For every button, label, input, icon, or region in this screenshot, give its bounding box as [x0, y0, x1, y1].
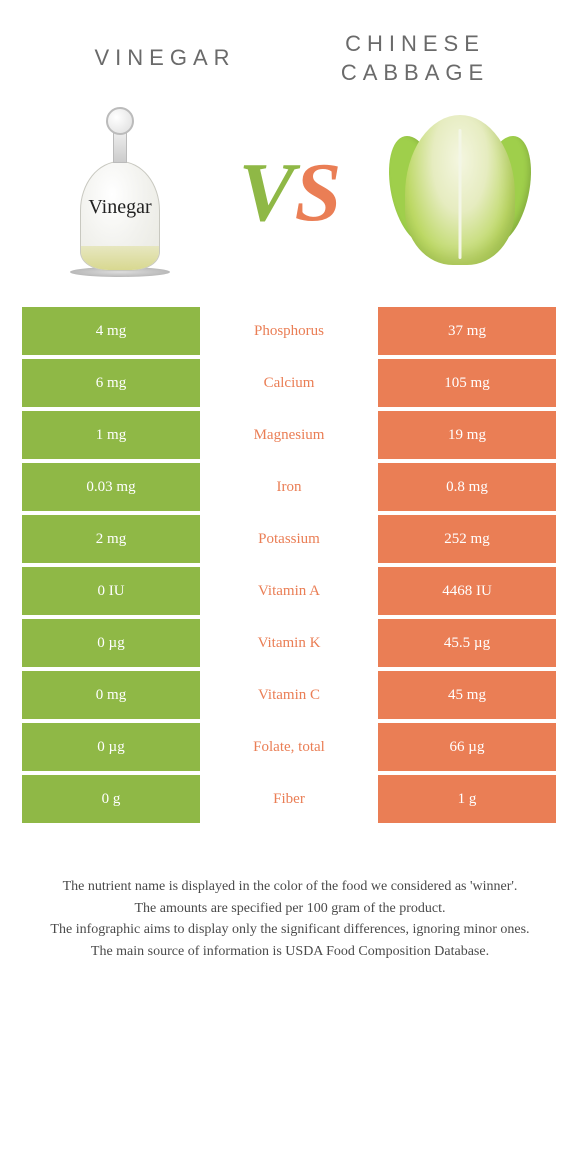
vs-v: V: [239, 144, 295, 241]
nutrient-name: Calcium: [200, 359, 378, 407]
table-row: 1 mgMagnesium19 mg: [22, 411, 558, 459]
table-row: 0.03 mgIron0.8 mg: [22, 463, 558, 511]
left-value: 2 mg: [22, 515, 200, 563]
nutrient-name: Vitamin A: [200, 567, 378, 615]
right-value: 19 mg: [378, 411, 556, 459]
nutrient-name: Vitamin C: [200, 671, 378, 719]
cabbage-image: [380, 97, 540, 287]
nutrient-name: Potassium: [200, 515, 378, 563]
nutrient-name: Iron: [200, 463, 378, 511]
table-row: 0 mgVitamin C45 mg: [22, 671, 558, 719]
left-value: 6 mg: [22, 359, 200, 407]
left-value: 4 mg: [22, 307, 200, 355]
bottle-label: Vinegar: [88, 196, 151, 219]
cabbage-icon: [395, 107, 525, 277]
right-value: 252 mg: [378, 515, 556, 563]
left-value: 0.03 mg: [22, 463, 200, 511]
vs-label: VS: [239, 144, 342, 241]
right-value: 4468 IU: [378, 567, 556, 615]
table-row: 0 µgVitamin K45.5 µg: [22, 619, 558, 667]
right-value: 1 g: [378, 775, 556, 823]
left-title: Vinegar: [40, 44, 290, 73]
table-row: 0 µgFolate, total66 µg: [22, 723, 558, 771]
nutrient-name: Phosphorus: [200, 307, 378, 355]
note-line: The infographic aims to display only the…: [30, 920, 550, 940]
note-line: The main source of information is USDA F…: [30, 942, 550, 962]
right-value: 37 mg: [378, 307, 556, 355]
table-row: 4 mgPhosphorus37 mg: [22, 307, 558, 355]
right-value: 0.8 mg: [378, 463, 556, 511]
left-value: 0 µg: [22, 723, 200, 771]
notes: The nutrient name is displayed in the co…: [0, 847, 580, 961]
comparison-table: 4 mgPhosphorus37 mg6 mgCalcium105 mg1 mg…: [0, 307, 580, 847]
images-row: Vinegar VS: [0, 97, 580, 307]
note-line: The amounts are specified per 100 gram o…: [30, 899, 550, 919]
left-value: 0 mg: [22, 671, 200, 719]
right-value: 105 mg: [378, 359, 556, 407]
nutrient-name: Magnesium: [200, 411, 378, 459]
bottle-icon: Vinegar: [75, 107, 165, 277]
right-value: 45.5 µg: [378, 619, 556, 667]
table-row: 0 IUVitamin A4468 IU: [22, 567, 558, 615]
right-value: 66 µg: [378, 723, 556, 771]
left-value: 1 mg: [22, 411, 200, 459]
left-value: 0 g: [22, 775, 200, 823]
note-line: The nutrient name is displayed in the co…: [30, 877, 550, 897]
nutrient-name: Vitamin K: [200, 619, 378, 667]
vinegar-image: Vinegar: [40, 97, 200, 287]
left-value: 0 µg: [22, 619, 200, 667]
vs-s: S: [295, 144, 342, 241]
table-row: 2 mgPotassium252 mg: [22, 515, 558, 563]
right-title: Chinese cabbage: [290, 30, 540, 87]
right-value: 45 mg: [378, 671, 556, 719]
nutrient-name: Fiber: [200, 775, 378, 823]
left-value: 0 IU: [22, 567, 200, 615]
table-row: 6 mgCalcium105 mg: [22, 359, 558, 407]
header: Vinegar Chinese cabbage: [0, 0, 580, 97]
table-row: 0 gFiber1 g: [22, 775, 558, 823]
nutrient-name: Folate, total: [200, 723, 378, 771]
